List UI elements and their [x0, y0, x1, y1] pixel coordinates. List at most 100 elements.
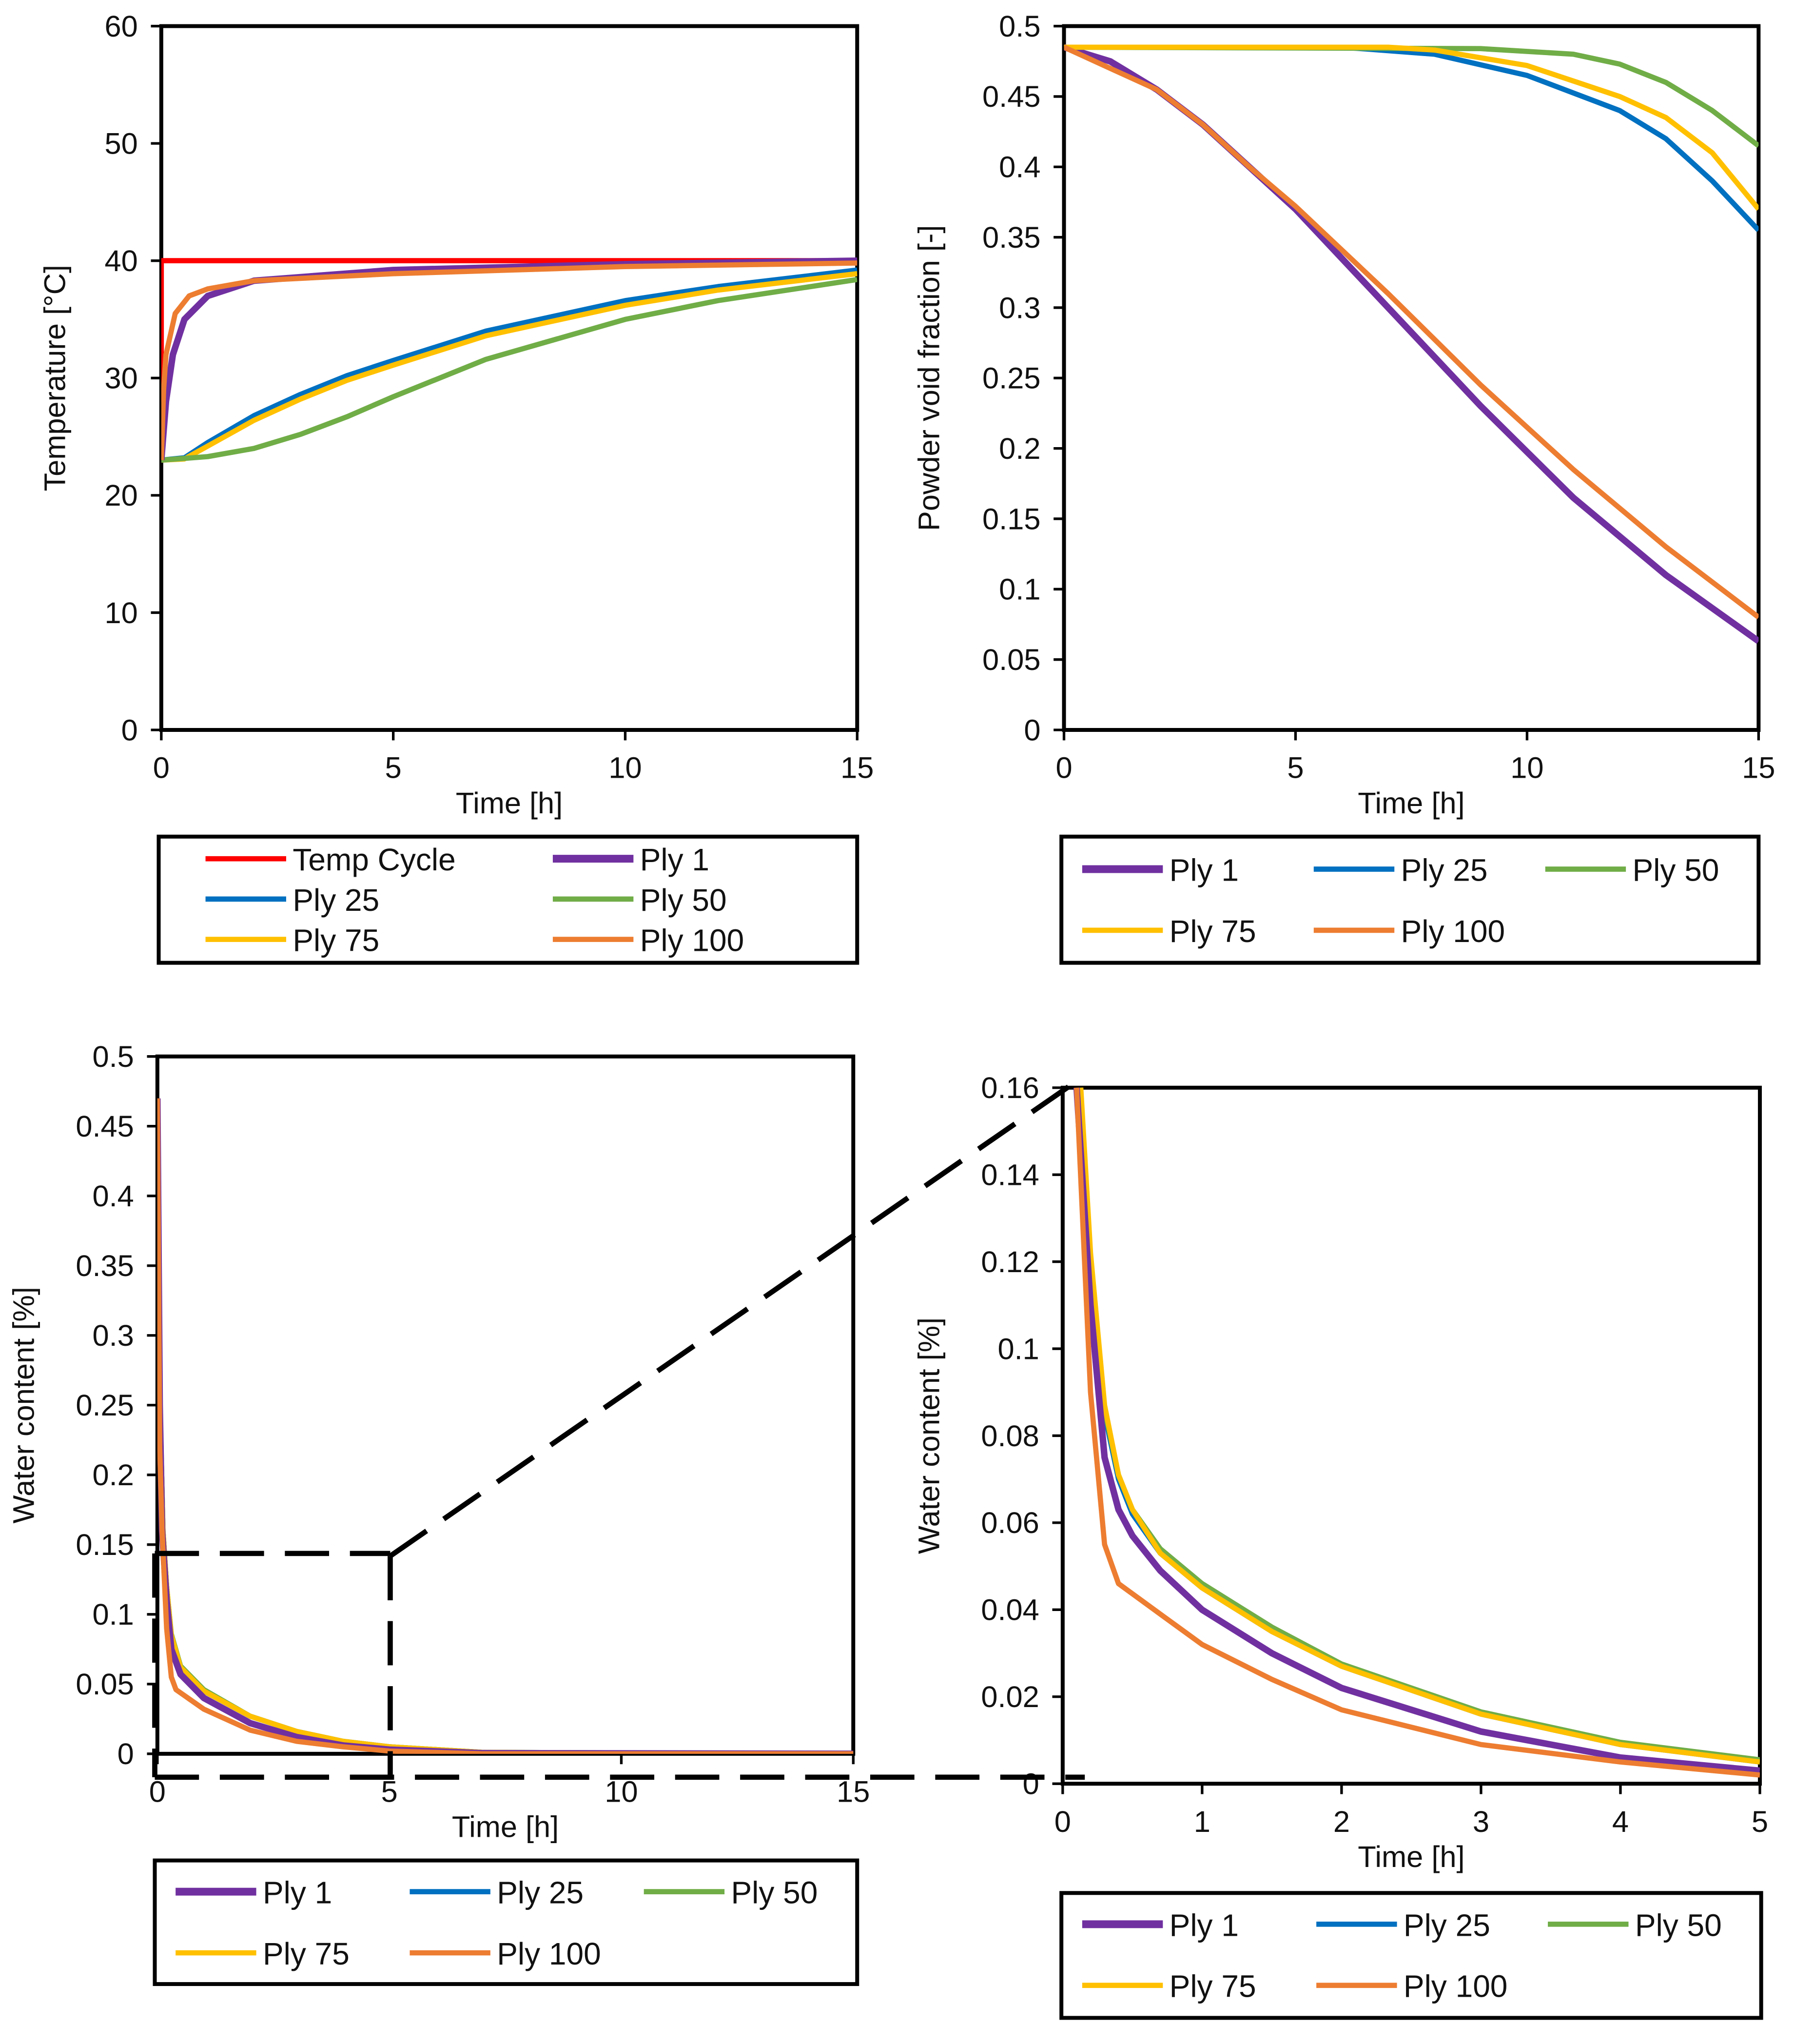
x-axis-title: Time [h]	[1358, 1840, 1464, 1874]
series-line-ply-50	[1076, 1087, 1760, 1763]
y-tick-label: 0.35	[982, 221, 1040, 255]
x-tick-label: 0	[153, 751, 170, 785]
x-tick-label: 10	[608, 751, 642, 785]
y-tick-label: 0.45	[76, 1110, 134, 1143]
x-tick-label: 5	[385, 751, 402, 785]
x-tick-label: 2	[1333, 1805, 1350, 1839]
legend-label: Ply 25	[293, 883, 379, 918]
legend-label: Ply 25	[497, 1875, 584, 1910]
chart-1: 0 10 20 30 40 50 60 0 5 10 15 Time [h] Temperature […	[38, 10, 874, 965]
series-line-ply-25	[161, 267, 858, 463]
x-axis-title: Time [h]	[456, 786, 563, 820]
series-line-ply-25	[1076, 1087, 1760, 1765]
y-tick-label: 0.12	[981, 1245, 1039, 1279]
y-tick-label: 0.25	[982, 362, 1040, 395]
legend: Ply 1 Ply 25 Ply 50 Ply 75 Ply 100	[153, 1858, 859, 1986]
series-line-ply-100	[1064, 44, 1759, 620]
legend-label: Ply 100	[640, 923, 744, 958]
y-tick-label: 0.4	[999, 151, 1040, 184]
y-tick-label: 0.05	[982, 643, 1040, 677]
x-tick-label: 15	[840, 751, 874, 785]
x-tick-label: 10	[1510, 751, 1543, 785]
y-tick-label: 0.08	[981, 1419, 1039, 1453]
legend-label: Ply 75	[293, 923, 379, 958]
legend-label: Ply 50	[1632, 853, 1719, 888]
series-line-ply-100	[1074, 1087, 1760, 1778]
x-axis-title: Time [h]	[1358, 786, 1464, 820]
legend: Temp Cycle Ply 1 Ply 25 Ply 50 Ply 75 Ply 100	[156, 834, 859, 965]
y-tick-label: 0.4	[93, 1179, 134, 1213]
series-line-ply-50	[1064, 44, 1759, 148]
legend-label: Ply 100	[1401, 914, 1505, 949]
y-tick-label: 0.16	[981, 1071, 1039, 1105]
legend: Ply 1 Ply 25 Ply 50 Ply 75 Ply 100	[1059, 1891, 1763, 2020]
zoom-connector-lines	[152, 1075, 1085, 1780]
series-line-ply-25	[157, 1098, 854, 1754]
legend-label: Ply 1	[640, 842, 709, 877]
x-axis-title: Time [h]	[452, 1810, 559, 1844]
y-tick-label: 0	[1023, 1768, 1039, 1801]
legend-label: Temp Cycle	[293, 842, 455, 877]
series-line-ply-1	[1064, 44, 1759, 644]
series-line-ply-25	[1064, 44, 1759, 232]
x-tick-label: 0	[1054, 1805, 1071, 1839]
y-axis-title: Temperature [°C]	[38, 265, 72, 491]
y-tick-label: 0.25	[76, 1389, 134, 1422]
y-tick-label: 0.14	[981, 1159, 1039, 1192]
y-axis-title: Water content [%]	[7, 1287, 40, 1523]
legend-label: Ply 50	[1635, 1907, 1722, 1943]
y-tick-label: 0.05	[76, 1668, 134, 1701]
legend-label: Ply 1	[1170, 853, 1239, 888]
series-line-ply-75	[1078, 1087, 1760, 1765]
series-line-temp-cycle	[161, 258, 858, 402]
legend-label: Ply 75	[1170, 1969, 1256, 2004]
series-line-ply-1	[1073, 1087, 1760, 1774]
series-line-ply-50	[157, 1098, 854, 1754]
legend-box	[1059, 1891, 1763, 2020]
legend-label: Ply 25	[1404, 1907, 1490, 1943]
series-line-ply-50	[161, 277, 858, 463]
x-tick-label: 15	[1742, 751, 1775, 785]
y-tick-label: 0.5	[999, 10, 1040, 43]
chart-2: 0 0.05 0.1 0.15 0.2 0.25 0.3 0.35 0.4 0.45 0.5 0 5 10…	[912, 10, 1775, 965]
plot-area	[159, 24, 859, 732]
series-line-ply-1	[161, 257, 858, 461]
y-tick-label: 0.3	[999, 291, 1040, 325]
y-axis-title: Water content [%]	[912, 1317, 946, 1554]
y-tick-label: 0.5	[93, 1040, 134, 1074]
x-tick-label: 5	[1287, 751, 1304, 785]
legend-label: Ply 50	[640, 883, 727, 918]
series-line-ply-100	[161, 260, 858, 460]
y-tick-label: 0.3	[93, 1319, 134, 1353]
y-tick-label: 0.2	[999, 432, 1040, 466]
zoom-diagonal	[389, 1075, 1084, 1558]
y-tick-label: 40	[105, 244, 138, 278]
legend-box	[1059, 834, 1761, 965]
chart-3: 0 0.05 0.1 0.15 0.2 0.25 0.3 0.35 0.4 0.45 0.5 0 5 10…	[7, 1040, 870, 1986]
y-tick-label: 0.35	[76, 1249, 134, 1283]
y-tick-label: 50	[105, 127, 138, 160]
legend-label: Ply 100	[497, 1936, 601, 1971]
chart-4: 0 0.02 0.04 0.06 0.08 0.1 0.12 0.14 0.16 0 1 2 3 4 5 Ti…	[912, 1071, 1768, 2020]
legend-label: Ply 75	[1170, 914, 1256, 949]
y-tick-label: 0.1	[93, 1598, 134, 1631]
x-tick-label: 10	[605, 1775, 638, 1809]
y-axis-title: Powder void fraction [-]	[912, 225, 946, 531]
series-line-ply-75	[157, 1098, 854, 1754]
y-tick-label: 0.15	[76, 1528, 134, 1562]
series-line-ply-100	[157, 1098, 854, 1754]
y-tick-label: 0	[1024, 713, 1040, 747]
y-tick-label: 0.04	[981, 1593, 1039, 1627]
x-tick-label: 0	[149, 1775, 166, 1809]
legend-label: Ply 100	[1404, 1969, 1508, 2004]
x-tick-label: 0	[1055, 751, 1072, 785]
y-tick-label: 0.45	[982, 80, 1040, 114]
y-tick-label: 0.2	[93, 1458, 134, 1492]
y-tick-label: 0.1	[998, 1332, 1039, 1366]
plot-area	[1060, 1085, 1762, 1786]
y-tick-label: 0.15	[982, 502, 1040, 536]
y-tick-label: 0.02	[981, 1680, 1039, 1714]
plot-area	[155, 1054, 856, 1756]
legend-label: Ply 25	[1401, 853, 1488, 888]
